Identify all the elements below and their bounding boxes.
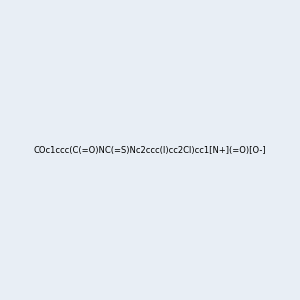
Text: COc1ccc(C(=O)NC(=S)Nc2ccc(I)cc2Cl)cc1[N+](=O)[O-]: COc1ccc(C(=O)NC(=S)Nc2ccc(I)cc2Cl)cc1[N+…: [34, 146, 266, 154]
